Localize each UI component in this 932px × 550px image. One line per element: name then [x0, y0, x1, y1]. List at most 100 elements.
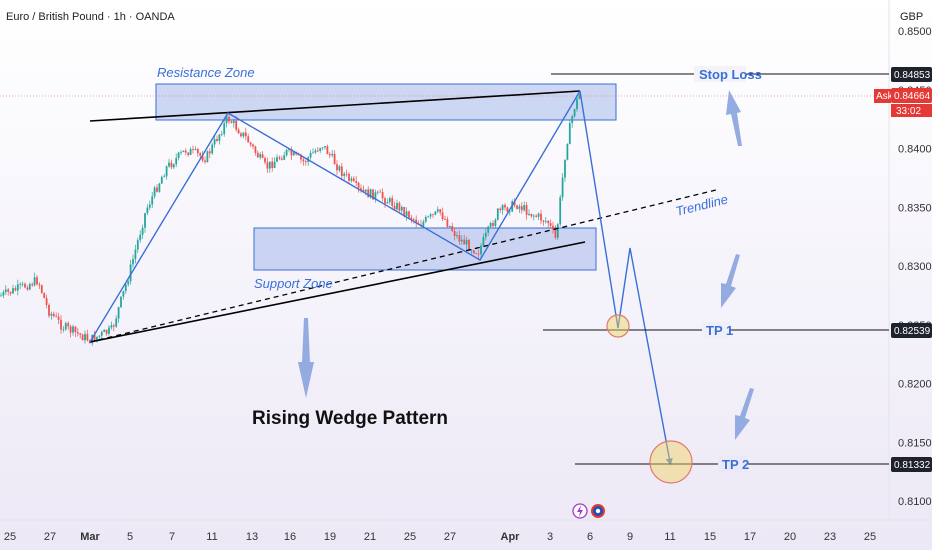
- candle-body: [43, 292, 46, 299]
- candle-body: [501, 204, 504, 211]
- candle-body: [367, 189, 370, 198]
- candle-body: [316, 150, 319, 152]
- candle-body: [124, 284, 127, 291]
- candle-body: [540, 213, 542, 221]
- wave-zigzag: [89, 90, 581, 343]
- candle-body: [451, 225, 454, 231]
- time-tick-label: Apr: [501, 531, 521, 543]
- candle-body: [379, 191, 382, 193]
- candle-body: [9, 291, 12, 294]
- time-tick-label: 27: [44, 531, 56, 543]
- countdown-tag: [891, 104, 932, 117]
- candle-body: [79, 333, 82, 335]
- candle-body: [403, 206, 406, 216]
- candle-body: [415, 219, 418, 224]
- time-tick-label: 11: [206, 531, 217, 543]
- candle-body: [182, 150, 185, 153]
- candle-body: [14, 288, 17, 291]
- candle-body: [496, 208, 499, 220]
- candle-body: [33, 277, 36, 286]
- candle-body: [460, 239, 463, 242]
- candle-body: [156, 187, 158, 192]
- candle-body: [249, 142, 252, 145]
- candle-body: [69, 326, 72, 333]
- candle-body: [132, 259, 134, 265]
- candle-body: [252, 144, 254, 147]
- candle-body: [456, 235, 458, 236]
- candle-body: [312, 152, 314, 154]
- candle-body: [180, 152, 182, 153]
- candle-body: [153, 187, 156, 197]
- candle-body: [544, 220, 547, 222]
- candle-body: [504, 204, 506, 208]
- candle-body: [518, 206, 521, 209]
- candle-body: [122, 290, 125, 297]
- candle-body: [259, 154, 262, 158]
- candle-body: [96, 336, 98, 342]
- resistance-zone-label: Resistance Zone: [157, 65, 255, 80]
- candle-body: [288, 149, 290, 151]
- lightning-icon[interactable]: [572, 503, 588, 519]
- candle-body: [520, 206, 523, 211]
- candle-body: [273, 161, 276, 168]
- candle-body: [429, 214, 432, 217]
- candle-body: [463, 239, 466, 245]
- candle-body: [352, 178, 355, 182]
- time-tick-label: 13: [246, 531, 258, 543]
- time-tick-label: 25: [404, 531, 416, 543]
- stop-loss-label: Stop Loss: [699, 67, 762, 82]
- candle-body: [280, 158, 283, 160]
- candle-body: [204, 160, 206, 163]
- economic-event-icon[interactable]: [591, 504, 605, 518]
- candle-body: [48, 304, 50, 316]
- candle-body: [446, 219, 449, 227]
- candle-body: [271, 161, 274, 168]
- tp1-target-circle: [606, 314, 630, 338]
- candle-body: [57, 316, 60, 320]
- tp2-label: TP 2: [722, 457, 749, 472]
- candle-body: [400, 206, 403, 211]
- tp1-price-tag: [891, 323, 932, 338]
- candle-body: [28, 284, 31, 290]
- candle-body: [326, 146, 329, 155]
- candle-body: [247, 136, 250, 143]
- tp2-label-bg: [718, 456, 748, 472]
- candle-body: [81, 334, 84, 341]
- time-axis[interactable]: 25 27 Mar 5 7 11 13 16 19 21 25 27 Apr 3 6 9 11 15 17 20 23 2…: [4, 531, 876, 543]
- down-arrow-icon: [298, 318, 314, 398]
- candle-body: [165, 166, 168, 177]
- candle-body: [26, 287, 29, 290]
- candle-body: [528, 213, 530, 215]
- candle-body: [465, 239, 468, 245]
- candle-body: [556, 224, 559, 238]
- down-arrow-icon: [721, 254, 740, 308]
- time-tick-label: 15: [704, 531, 716, 543]
- tp2-target-circle: [649, 440, 693, 484]
- candle-body: [40, 285, 43, 293]
- candle-body: [84, 334, 86, 341]
- candle-body: [436, 209, 439, 212]
- candle-body: [0, 295, 2, 297]
- time-tick-label: 6: [587, 531, 593, 543]
- time-tick-label: 3: [547, 531, 553, 543]
- candle-body: [24, 283, 26, 288]
- candle-body: [405, 211, 408, 216]
- candle-body: [494, 219, 497, 227]
- candle-body: [393, 205, 396, 210]
- candle-body: [264, 157, 266, 163]
- time-tick-label: 17: [744, 531, 756, 543]
- candle-body: [444, 219, 446, 220]
- candle-body: [542, 220, 545, 222]
- candle-body: [268, 161, 271, 169]
- candle-body: [499, 208, 502, 211]
- candle-body: [163, 176, 166, 178]
- candle-body: [184, 150, 187, 153]
- candle-body: [475, 253, 478, 255]
- time-tick-label: 27: [444, 531, 456, 543]
- candle-body: [55, 316, 58, 317]
- candle-body: [283, 155, 286, 160]
- candle-body: [86, 334, 89, 341]
- candle-body: [523, 205, 526, 211]
